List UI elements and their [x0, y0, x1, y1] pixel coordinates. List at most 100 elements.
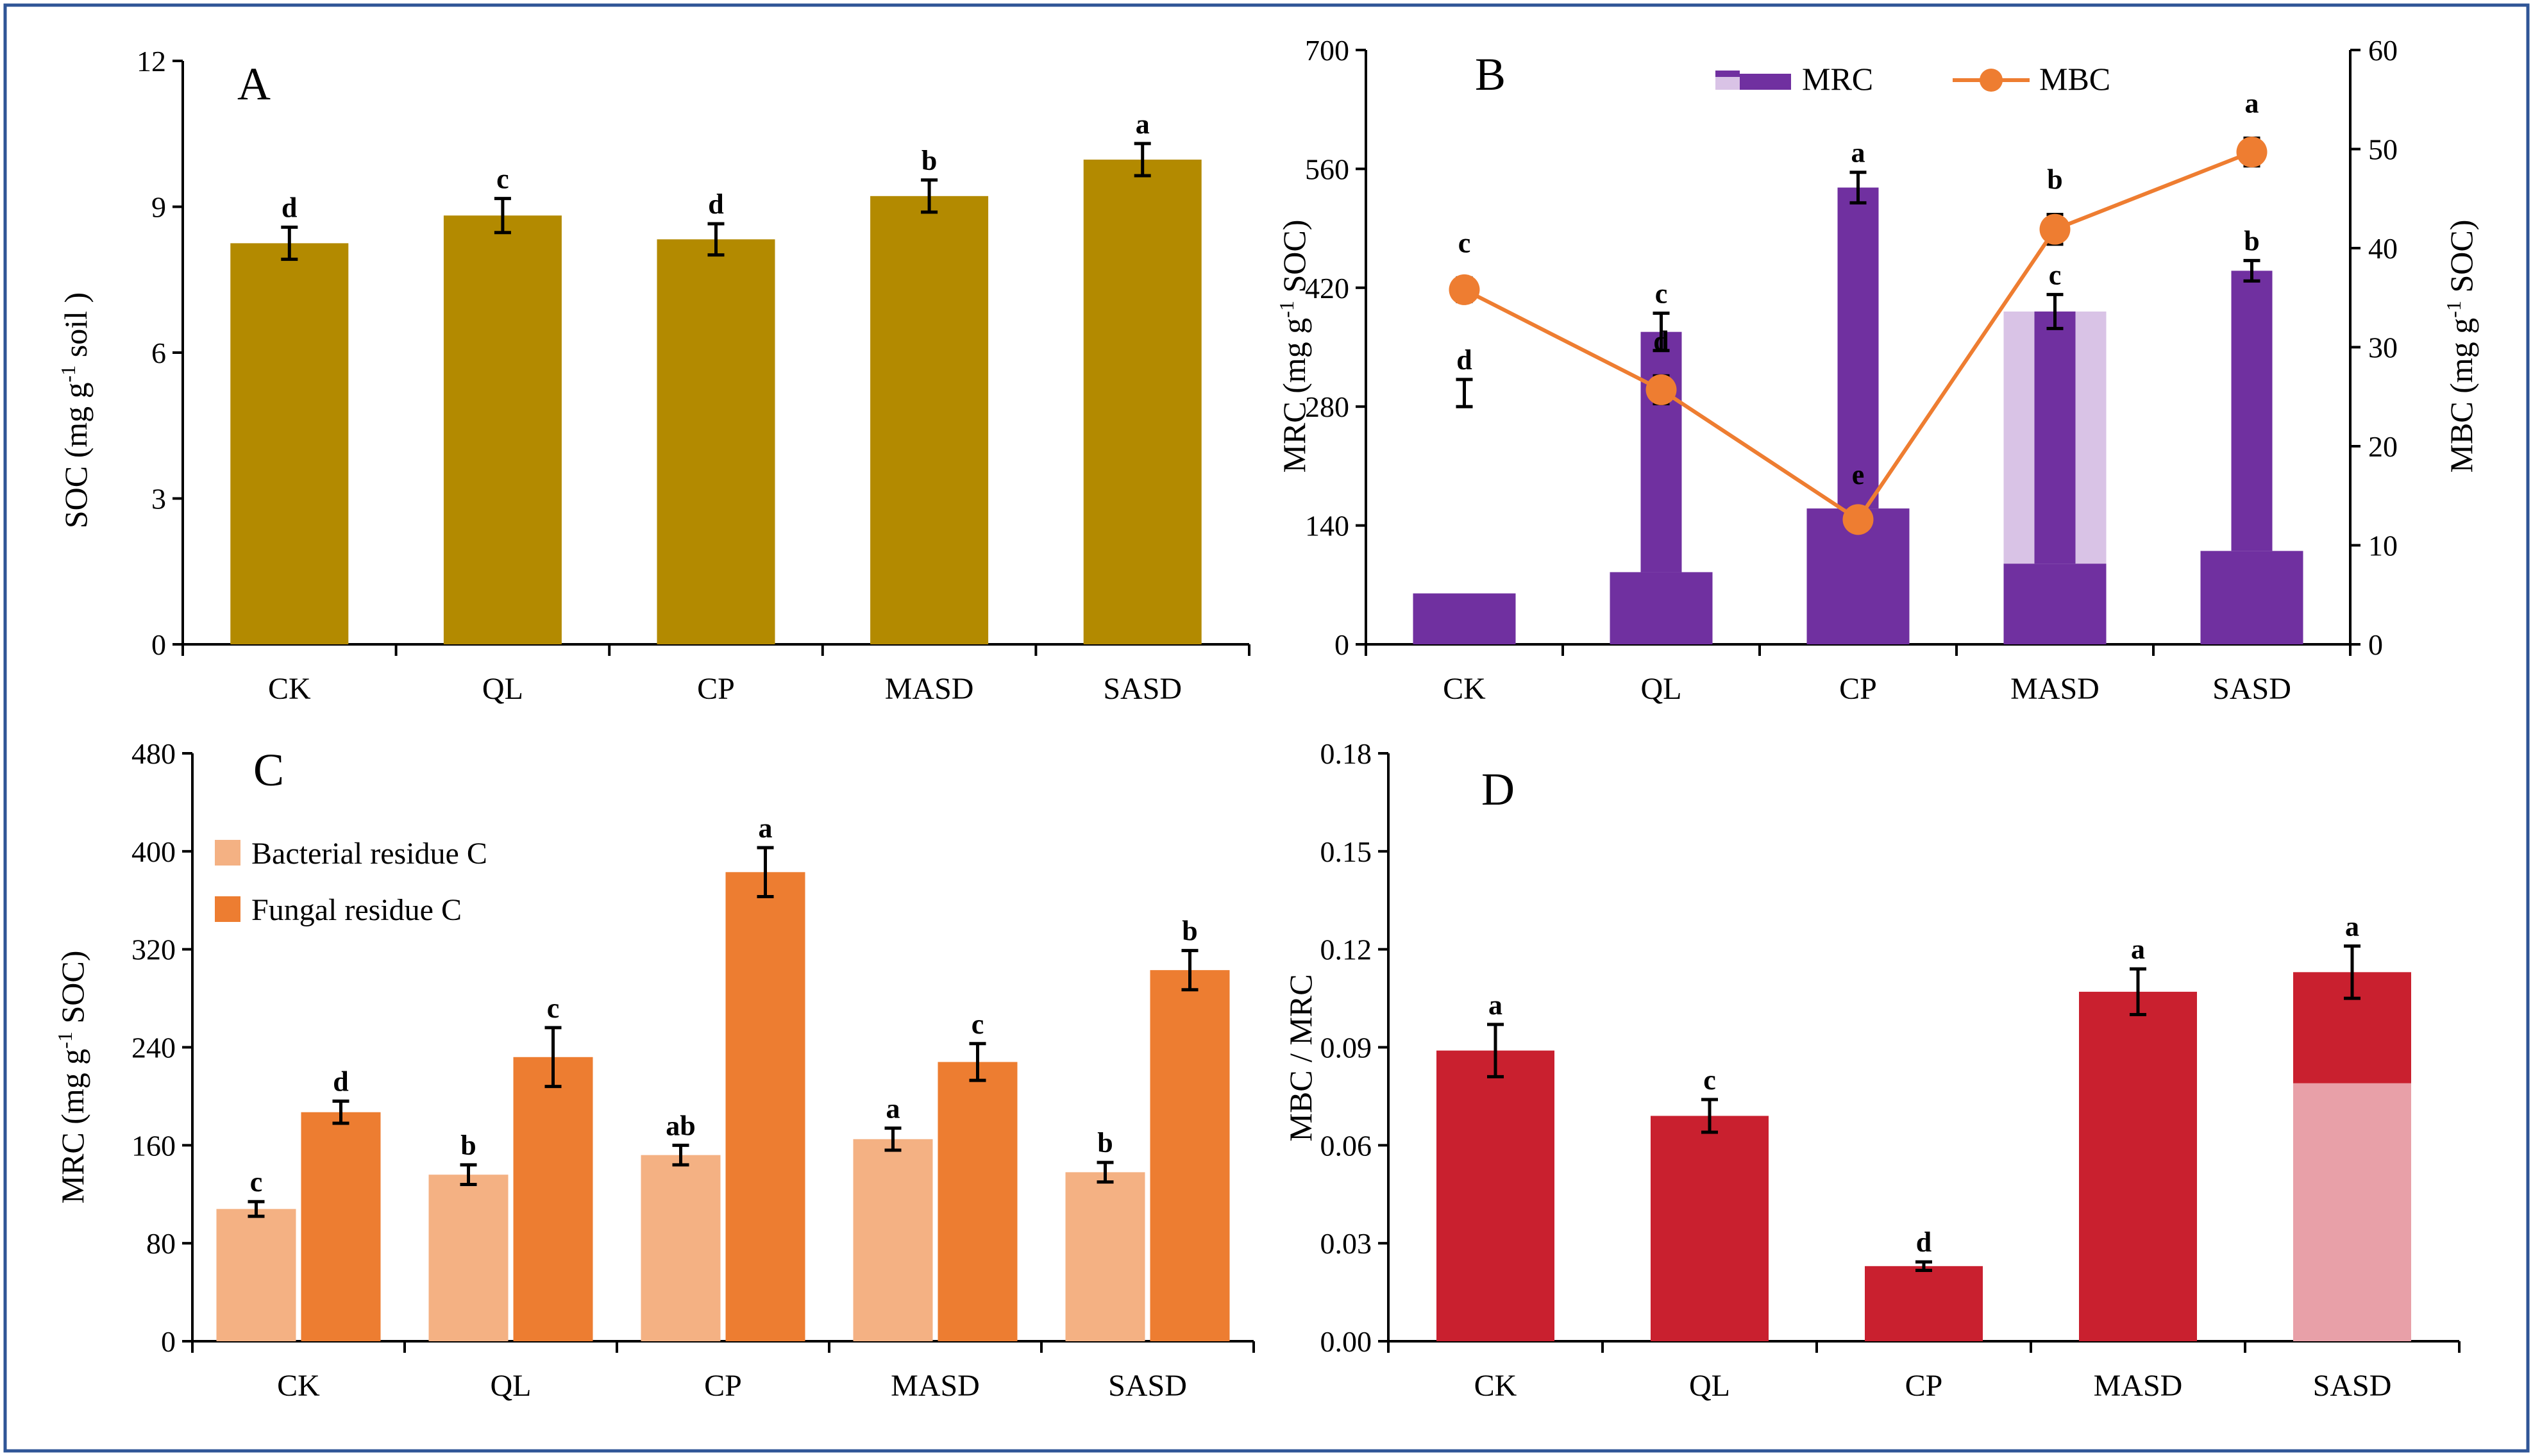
- y-tick-label: 320: [131, 933, 176, 966]
- mrc-bar-MASD: [2003, 564, 2107, 644]
- y2-tick-label: 20: [2368, 430, 2398, 463]
- bacterial-bar-QL: [428, 1175, 509, 1341]
- unit-superscript: -1: [56, 365, 80, 383]
- x-tick-label: CK: [268, 672, 311, 706]
- significance-letter: c: [250, 1166, 263, 1198]
- y2-tick-label: 30: [2368, 331, 2398, 364]
- x-tick-label: CK: [277, 1369, 320, 1403]
- panel-a-axes: 0 3 6 9 12 CK QL CP MASD SASD: [137, 45, 1250, 706]
- y-tick-label: 0.06: [1320, 1129, 1372, 1162]
- mbc-significance-letter: b: [2047, 163, 2062, 195]
- panel-b: B MRC (mg g-1 SOC) MBC (mg g-1 SOC) MRC …: [1275, 34, 2479, 706]
- mbc-point-MASD: [2039, 213, 2071, 245]
- mrc-upper-bar-QL: [1640, 331, 1682, 573]
- panel-d-axes: 0.00 0.03 0.06 0.09 0.12 0.15 0.18 CK QL CP MASD SA…: [1320, 737, 2461, 1403]
- y-tick-label: 0.09: [1320, 1032, 1372, 1064]
- ratio-light-bar-SASD: [2293, 1083, 2411, 1341]
- legend-mrc-label: MRC: [1802, 61, 1873, 97]
- y-tick-label: 6: [151, 337, 166, 369]
- mrc-significance-letter: a: [1851, 137, 1865, 169]
- significance-letter: c: [972, 1008, 984, 1040]
- fungal-bar-QL: [513, 1057, 593, 1341]
- legend-bacterial-label: Bacterial residue C: [251, 837, 487, 871]
- mrc-bar-QL: [1610, 572, 1713, 644]
- bacterial-bar-SASD: [1065, 1172, 1145, 1341]
- panel-c-label: C: [253, 744, 284, 796]
- panel-b-legend: MRC MBC: [1715, 61, 2110, 97]
- panel-c-marks: c d b c ab a a c b b: [216, 812, 1230, 1341]
- y-tick-label: 400: [131, 835, 176, 868]
- mrc-bar-CK: [1413, 593, 1516, 644]
- fungal-bar-CK: [301, 1112, 381, 1341]
- x-tick-label: QL: [491, 1369, 532, 1403]
- significance-letter: c: [496, 163, 509, 195]
- legend-fungal-label: Fungal residue C: [251, 893, 462, 927]
- y-tick-label: 0: [161, 1325, 176, 1358]
- y2-tick-label: 40: [2368, 232, 2398, 265]
- panel-b-y-axis-label: MRC (mg g-1 SOC): [1275, 220, 1312, 473]
- figure-frame: [3, 3, 2530, 1453]
- x-tick-label: QL: [482, 672, 523, 706]
- mrc-bar-SASD: [2200, 551, 2303, 644]
- panel-c-legend: Bacterial residue C Fungal residue C: [215, 837, 487, 927]
- significance-letter: b: [460, 1130, 476, 1161]
- panel-b-axes: 0 140 280 420 560 700 CK QL CP MASD SASD 0 10 20 30 40 5…: [1305, 34, 2398, 706]
- legend-bacterial-swatch: [215, 840, 240, 866]
- y-tick-label: 160: [131, 1129, 176, 1162]
- panel-b-y2-axis-label: MBC (mg g-1 SOC): [2442, 220, 2479, 473]
- y-tick-label: 0.00: [1320, 1325, 1372, 1358]
- x-tick-label: MASD: [2094, 1369, 2183, 1403]
- x-tick-label: SASD: [2313, 1369, 2392, 1403]
- unit-rest: SOC): [2443, 220, 2479, 301]
- y-tick-label: 480: [131, 737, 176, 770]
- significance-letter: a: [2345, 911, 2359, 942]
- significance-letter: c: [547, 992, 560, 1024]
- x-tick-label: QL: [1641, 672, 1682, 706]
- bacterial-bar-CK: [216, 1209, 296, 1341]
- panel-c-y-axis-label: MRC (mg g-1 SOC): [53, 951, 90, 1204]
- mrc-upper-bar-SASD: [2231, 271, 2273, 551]
- y2-tick-label: 60: [2368, 34, 2398, 67]
- y-tick-label: 420: [1305, 272, 1349, 305]
- y-tick-label: 80: [146, 1227, 176, 1260]
- y-tick-label: 240: [131, 1032, 176, 1064]
- panel-d: D MBC / MRC 0.00 0.03 0.06 0.09 0.12 0.15 0.18…: [1283, 737, 2461, 1403]
- significance-letter: d: [282, 192, 297, 223]
- ratio-bar-QL: [1651, 1116, 1769, 1341]
- x-tick-label: CP: [697, 672, 735, 706]
- x-tick-label: MASD: [885, 672, 974, 706]
- significance-letter: a: [759, 812, 773, 844]
- unit-rest: SOC): [1276, 220, 1312, 301]
- y2-tick-label: 10: [2368, 530, 2398, 562]
- y-tick-label: 0.18: [1320, 737, 1372, 770]
- significance-letter: ab: [666, 1110, 695, 1141]
- x-tick-label: CK: [1443, 672, 1486, 706]
- ratio-bar-MASD: [2079, 991, 2197, 1341]
- panel-d-marks: a c d a a: [1436, 911, 2411, 1341]
- unit-rest: soil ): [58, 292, 94, 365]
- significance-letter: d: [708, 188, 723, 220]
- significance-letter: c: [1703, 1064, 1716, 1096]
- mrc-significance-letter: d: [1456, 344, 1472, 376]
- soc-bar-SASD: [1083, 159, 1202, 645]
- significance-letter: b: [921, 145, 937, 176]
- mbc-point-SASD: [2236, 137, 2268, 168]
- mrc-upper-bar-CP: [1837, 187, 1879, 509]
- mbc-significance-letter: a: [2245, 88, 2259, 119]
- ratio-bar-CK: [1436, 1050, 1554, 1341]
- bacterial-bar-MASD: [853, 1139, 933, 1341]
- y-tick-label: 0.03: [1320, 1227, 1372, 1260]
- legend-mrc-dark-swatch: [1715, 71, 1740, 77]
- significance-letter: a: [2131, 933, 2145, 965]
- legend-mbc-label: MBC: [2039, 61, 2110, 97]
- mbc-significance-letter: d: [1653, 325, 1669, 356]
- significance-letter: b: [1182, 916, 1197, 947]
- x-tick-label: MASD: [2010, 672, 2100, 706]
- panel-a: A SOC (mg g-1 soil ) 0 3 6 9 12 CK QL CP MASD SAS…: [56, 45, 1250, 706]
- y-tick-label: 140: [1305, 510, 1349, 542]
- x-tick-label: CP: [1839, 672, 1877, 706]
- y-tick-label: 0: [1334, 628, 1349, 661]
- x-tick-label: SASD: [1103, 672, 1182, 706]
